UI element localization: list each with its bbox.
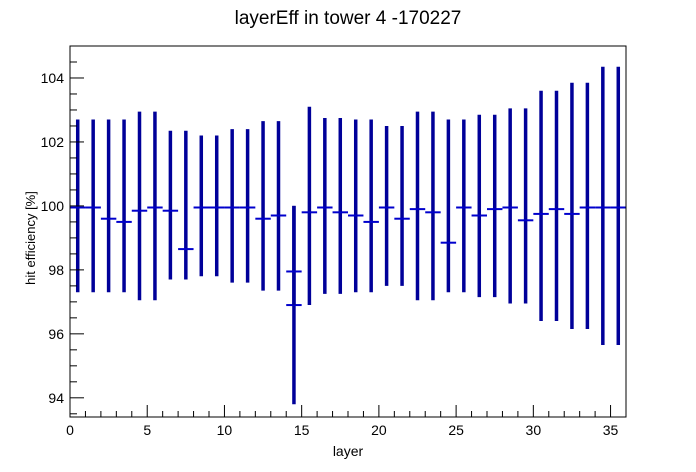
x-tick-label: 25 — [448, 422, 464, 438]
x-tick-label: 15 — [294, 422, 310, 438]
y-tick-label: 98 — [48, 262, 64, 278]
y-tick-label: 102 — [41, 134, 65, 150]
y-axis-label: hit efficiency [%] — [23, 191, 38, 285]
y-tick-label: 94 — [48, 390, 64, 406]
y-tick-label: 100 — [41, 198, 65, 214]
x-tick-label: 0 — [66, 422, 74, 438]
x-tick-label: 30 — [526, 422, 542, 438]
plot-marks — [70, 66, 626, 405]
x-tick-label: 20 — [371, 422, 387, 438]
chart-title: layerEff in tower 4 -170227 — [235, 8, 462, 29]
x-tick-label: 35 — [603, 422, 619, 438]
axes: 0 5 10 15 20 25 30 35 94 96 98 100 102 104 — [41, 45, 627, 438]
x-tick-label: 5 — [143, 422, 151, 438]
y-tick-label: 104 — [41, 70, 65, 86]
y-tick-label: 96 — [48, 326, 64, 342]
x-tick-label: 10 — [217, 422, 233, 438]
x-axis-label: layer — [333, 443, 364, 459]
